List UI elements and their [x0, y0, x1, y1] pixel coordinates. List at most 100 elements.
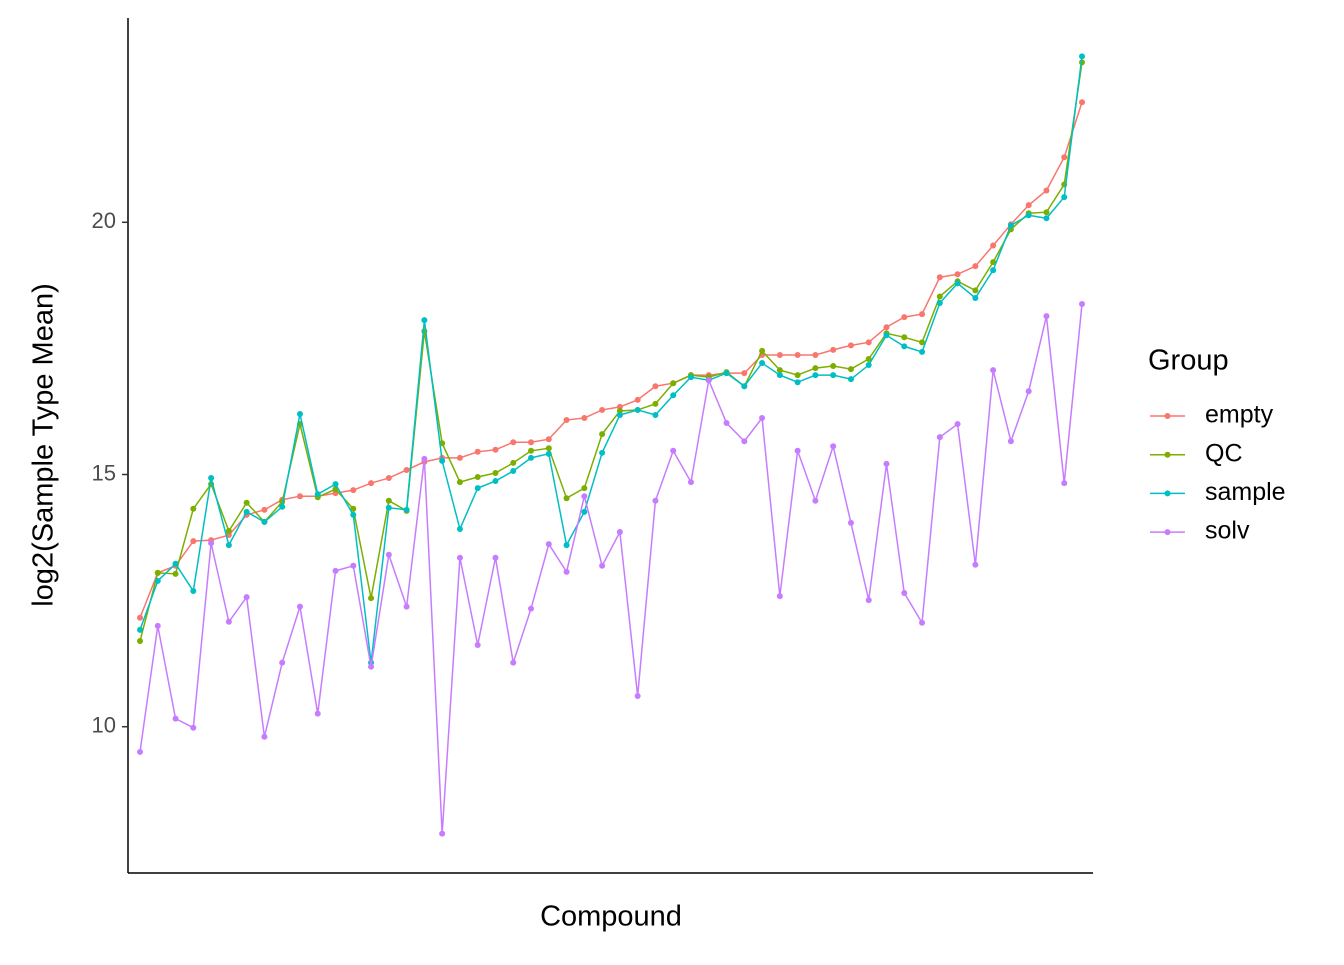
point — [474, 448, 481, 455]
point — [154, 622, 161, 629]
point — [670, 392, 677, 399]
legend-label: QC — [1205, 439, 1243, 467]
point — [1043, 209, 1050, 216]
point — [936, 434, 943, 441]
point — [1079, 99, 1085, 106]
legend-label: sample — [1205, 478, 1286, 506]
point — [528, 605, 535, 612]
point — [314, 491, 321, 498]
point — [936, 274, 943, 281]
point — [296, 410, 303, 417]
point — [670, 447, 677, 454]
point — [563, 542, 570, 549]
point — [368, 480, 375, 487]
point — [1043, 215, 1050, 222]
point — [563, 495, 570, 502]
point — [439, 830, 446, 837]
point — [137, 637, 143, 644]
point — [368, 595, 375, 602]
point — [741, 383, 748, 390]
point — [545, 450, 552, 457]
point — [652, 400, 659, 407]
point — [919, 348, 926, 355]
point — [652, 411, 659, 418]
point — [883, 332, 890, 339]
point — [332, 481, 339, 488]
point — [812, 351, 819, 358]
point — [759, 415, 766, 422]
point — [208, 540, 215, 547]
point — [901, 334, 908, 341]
point — [421, 317, 428, 324]
point — [1079, 53, 1085, 60]
point — [599, 562, 606, 569]
point — [1025, 202, 1032, 209]
point — [190, 538, 197, 545]
point — [954, 280, 961, 287]
point — [830, 443, 837, 450]
point — [776, 372, 783, 379]
legend-title: Group — [1148, 345, 1229, 377]
point — [830, 346, 837, 353]
point — [1025, 388, 1032, 395]
series-line — [139, 62, 1083, 642]
point — [528, 439, 535, 446]
point — [172, 570, 179, 577]
point — [652, 497, 659, 504]
point — [456, 525, 463, 532]
point — [314, 710, 321, 717]
point — [990, 267, 997, 274]
point — [510, 659, 517, 666]
point — [1043, 187, 1050, 194]
point — [723, 370, 730, 377]
point — [510, 459, 517, 466]
point — [901, 314, 908, 321]
point — [492, 554, 499, 561]
point — [759, 347, 766, 354]
point — [865, 339, 872, 346]
point — [634, 396, 641, 403]
point — [812, 365, 819, 372]
point — [1079, 301, 1085, 308]
point — [599, 431, 606, 438]
point — [972, 263, 979, 270]
point — [759, 360, 766, 367]
point — [847, 366, 854, 373]
point — [385, 475, 392, 482]
legend-point — [1164, 529, 1171, 536]
point — [261, 506, 268, 513]
legend-point — [1164, 451, 1171, 458]
point — [474, 485, 481, 492]
point — [581, 508, 588, 515]
point — [741, 370, 748, 377]
point — [1025, 212, 1032, 219]
point — [137, 626, 143, 633]
point — [296, 493, 303, 500]
point — [919, 339, 926, 346]
point — [225, 528, 232, 534]
point — [990, 242, 997, 249]
point — [794, 351, 801, 358]
point — [172, 560, 179, 567]
point — [545, 436, 552, 443]
point — [474, 642, 481, 648]
point — [1061, 480, 1068, 487]
point — [616, 529, 623, 536]
point — [563, 568, 570, 575]
point — [990, 259, 997, 266]
point — [137, 614, 143, 621]
point — [687, 374, 694, 381]
point — [581, 493, 588, 500]
y-tick-label: 20 — [92, 208, 116, 233]
point — [883, 460, 890, 467]
point — [350, 562, 357, 569]
point — [794, 447, 801, 454]
point — [919, 619, 926, 626]
point — [634, 692, 641, 699]
point — [687, 479, 694, 486]
point — [154, 569, 161, 576]
point — [776, 351, 783, 358]
point — [776, 593, 783, 600]
point — [154, 577, 161, 584]
